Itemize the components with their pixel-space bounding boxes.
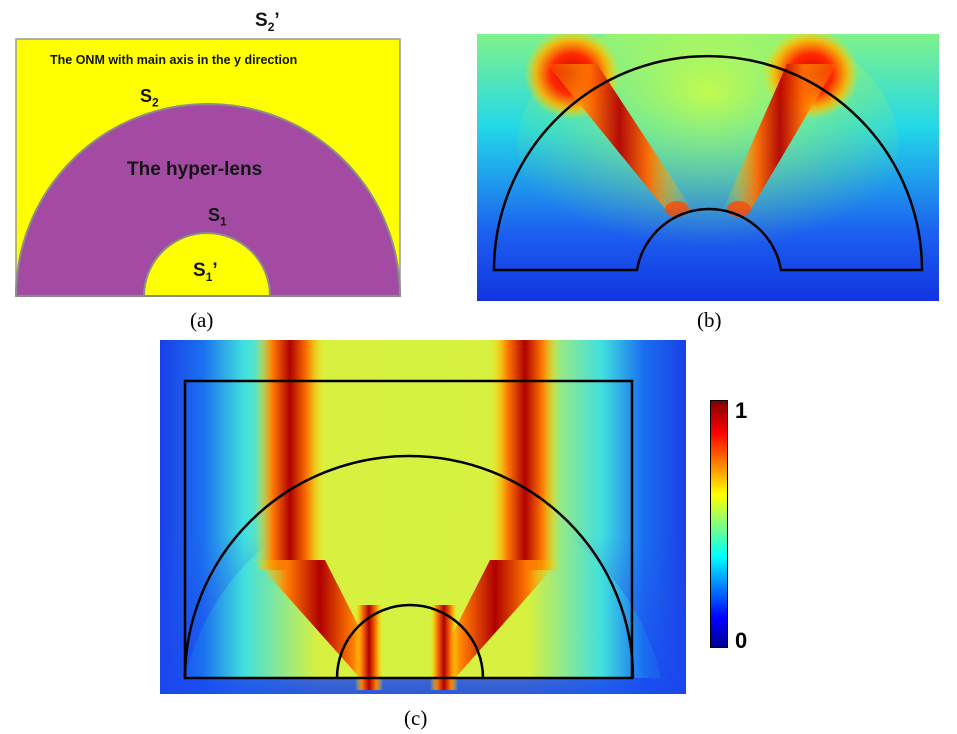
s1-prime-label: S1’ <box>193 260 218 284</box>
s1-label: S1 <box>208 205 227 229</box>
panel-c <box>160 340 686 694</box>
panel-c-lens-outer <box>183 454 635 679</box>
panel-c-field-map <box>160 340 686 694</box>
panel-c-box-outline <box>183 379 634 680</box>
colorbar-min-label: 0 <box>735 628 748 653</box>
colorbar-gradient <box>710 400 728 648</box>
caption-a: (a) <box>190 308 214 332</box>
panel-a-schematic <box>14 38 402 297</box>
panel-b-field-map <box>477 34 939 301</box>
colorbar-max-label: 1 <box>735 398 748 423</box>
band-right <box>490 340 560 570</box>
band-left <box>255 340 325 570</box>
caption-b: (b) <box>697 308 722 332</box>
panel-b-lens-outline <box>492 54 924 272</box>
ray-right-lower <box>430 560 560 678</box>
core-band-left <box>355 605 383 690</box>
panel-a: S2’ The ONM with main axis in the y dire… <box>0 0 440 300</box>
ray-left <box>547 64 692 209</box>
colorbar <box>710 400 728 648</box>
ray-left-lower <box>255 560 385 678</box>
inner-core-region <box>142 232 272 297</box>
panel-c-lens-inner <box>335 603 485 679</box>
ray-right <box>723 64 837 209</box>
caption-c: (c) <box>404 706 428 730</box>
onm-label: The ONM with main axis in the y directio… <box>50 53 298 67</box>
s2-label: S2 <box>140 86 159 110</box>
panel-b <box>477 34 939 301</box>
hyperlens-label: The hyper-lens <box>127 159 263 180</box>
s2-prime-label: S2’ <box>255 10 280 34</box>
hyperlens-region <box>14 103 402 297</box>
